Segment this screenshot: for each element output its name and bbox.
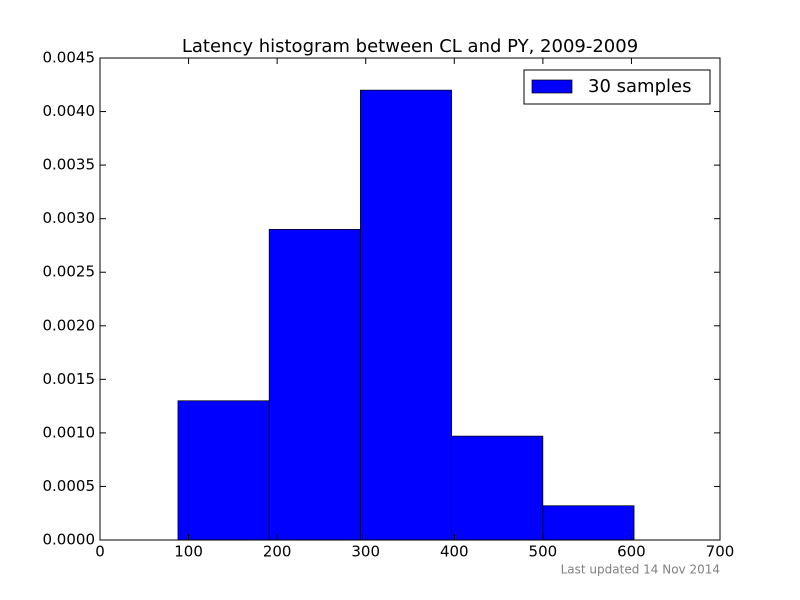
bar bbox=[360, 89, 452, 541]
footnote: Last updated 14 Nov 2014 bbox=[561, 563, 720, 577]
x-tick-label: 200 bbox=[263, 543, 292, 561]
plot-frame bbox=[99, 57, 721, 541]
x-tick-label: 300 bbox=[351, 543, 380, 561]
x-tick-label: 600 bbox=[617, 543, 646, 561]
x-tick-label: 0 bbox=[95, 543, 105, 561]
y-tick-label: 0.0000 bbox=[43, 531, 96, 549]
y-tick-label: 0.0015 bbox=[43, 370, 96, 388]
y-tick-label: 0.0040 bbox=[43, 102, 96, 120]
bar bbox=[451, 435, 544, 541]
y-tick-label: 0.0020 bbox=[43, 316, 96, 334]
bar bbox=[268, 229, 361, 541]
y-tick-label: 0.0005 bbox=[43, 477, 96, 495]
x-tick-label: 700 bbox=[706, 543, 735, 561]
x-tick-label: 400 bbox=[440, 543, 469, 561]
y-tick-label: 0.0035 bbox=[43, 156, 96, 174]
x-tick-label: 100 bbox=[174, 543, 203, 561]
y-tick-label: 0.0025 bbox=[43, 263, 96, 281]
y-tick-label: 0.0030 bbox=[43, 209, 96, 227]
x-tick-label: 500 bbox=[529, 543, 558, 561]
legend-swatch bbox=[531, 79, 573, 94]
y-tick-label: 0.0045 bbox=[43, 49, 96, 67]
bar bbox=[177, 400, 270, 541]
legend-label: 30 samples bbox=[588, 76, 691, 97]
y-tick-label: 0.0010 bbox=[43, 423, 96, 441]
chart-title: Latency histogram between CL and PY, 200… bbox=[182, 36, 638, 57]
bar bbox=[542, 505, 635, 541]
